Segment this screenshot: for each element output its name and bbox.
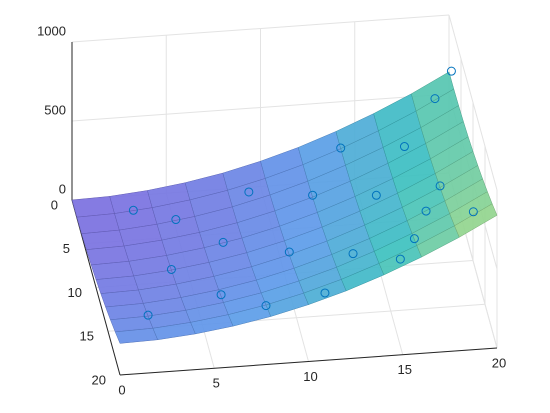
surface-patch: [454, 203, 498, 238]
x-tick-label: 5: [213, 376, 220, 391]
x-tick-label: 10: [303, 369, 317, 384]
data-point: [261, 301, 271, 311]
y-tick-label: 15: [80, 329, 94, 344]
z-tick-label: 0: [59, 181, 66, 196]
y-tick-label: 5: [63, 241, 70, 256]
grid-line: [448, 14, 498, 191]
data-point: [409, 234, 419, 244]
axis-line: [71, 199, 121, 376]
data-point: [399, 142, 409, 152]
data-point: [348, 249, 358, 259]
data-point: [468, 207, 478, 217]
axis-line: [119, 347, 498, 376]
grid-line: [71, 14, 450, 43]
data-point: [421, 206, 431, 216]
data-point: [320, 288, 330, 298]
surface: [71, 71, 498, 344]
z-tick-label: 1000: [37, 23, 66, 38]
data-point: [244, 187, 254, 197]
data-point: [371, 190, 381, 200]
data-point: [395, 254, 405, 264]
x-tick-label: 15: [398, 362, 412, 377]
data-point: [216, 290, 226, 300]
x-tick-label: 0: [118, 382, 125, 397]
y-tick-label: 20: [92, 372, 106, 387]
x-tick-label: 20: [492, 355, 506, 370]
y-tick-label: 0: [51, 197, 58, 212]
data-point: [430, 94, 440, 104]
data-point: [128, 205, 138, 215]
data-point: [284, 247, 294, 257]
data-point: [435, 181, 445, 191]
data-point: [171, 215, 181, 225]
data-point: [308, 190, 318, 200]
y-tick-label: 10: [68, 285, 82, 300]
data-point: [143, 310, 153, 320]
data-point: [166, 264, 176, 274]
data-point: [218, 237, 228, 247]
points: [128, 66, 478, 320]
data-point: [336, 143, 346, 153]
z-tick-label: 500: [44, 102, 66, 117]
data-point: [446, 66, 456, 76]
grid-line: [71, 93, 450, 122]
tick-labels: 0 5 10 15 20 0 5 10 15 20 0 500 1000: [37, 23, 506, 397]
